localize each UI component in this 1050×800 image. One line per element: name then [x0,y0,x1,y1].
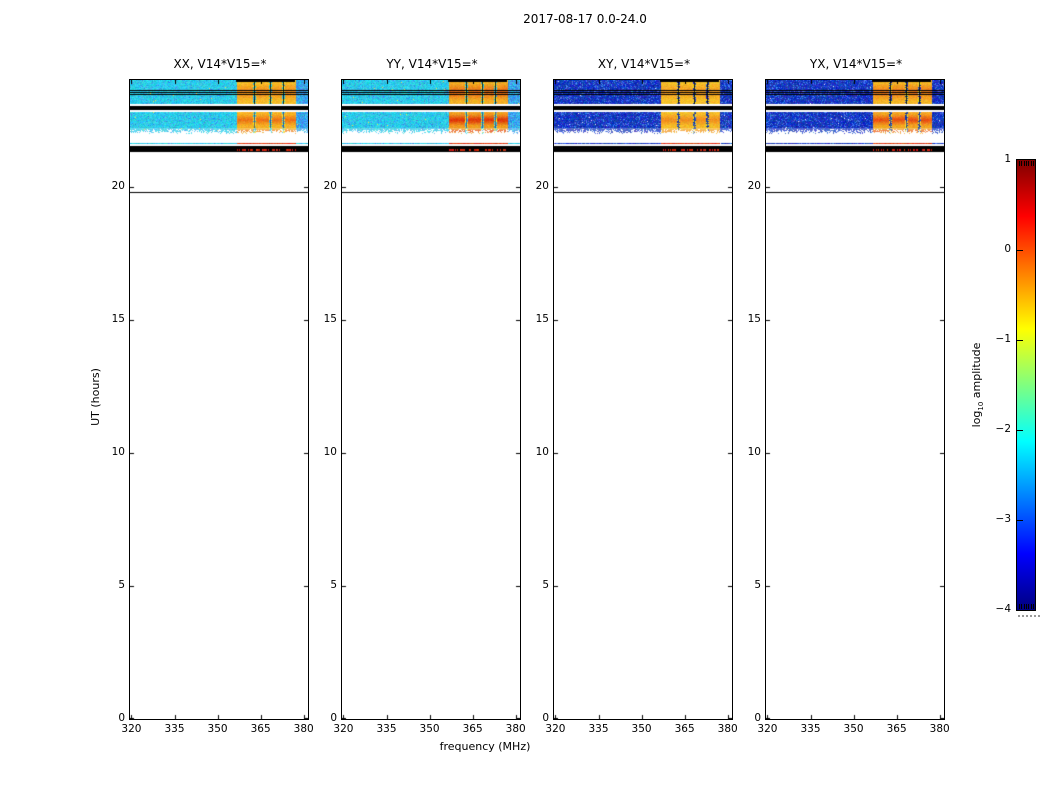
colorbar-tick-mark [1017,430,1023,431]
panel-title-yx: YX, V14*V15=* [766,57,946,71]
panel-title-yy: YY, V14*V15=* [342,57,522,71]
heatmap-canvas-xx [130,80,308,719]
y-tick-label: 10 [93,446,125,459]
plot-area-xy [553,79,733,720]
y-tick-label: 5 [305,579,337,592]
x-tick-label: 350 [837,723,871,736]
colorbar-hatch-mark [1033,604,1034,609]
plot-area-yy [341,79,521,720]
y-tick-label: 10 [305,446,337,459]
colorbar-hatch-mark [1033,161,1034,166]
colorbar [1016,159,1036,611]
colorbar-label-sub: 10 [977,402,985,411]
colorbar-label-suffix: amplitude [970,343,983,402]
x-axis-label: frequency (MHz) [130,740,840,753]
heatmap-canvas-yx [766,80,944,719]
x-tick-label: 335 [370,723,404,736]
colorbar-hatch-mark [1019,161,1020,166]
colorbar-hatch-mark [1031,604,1032,609]
colorbar-hatch-mark [1024,604,1025,609]
colorbar-gradient [1017,160,1035,610]
plot-area-xx [129,79,309,720]
y-tick-label: 20 [93,180,125,193]
x-tick-label: 335 [582,723,616,736]
x-tick-label: 350 [201,723,235,736]
colorbar-label: log10 amplitude [970,240,990,530]
x-tick-label: 380 [923,723,957,736]
y-tick-label: 0 [729,712,761,725]
colorbar-hatch-mark [1021,161,1022,166]
panel-title-xy: XY, V14*V15=* [554,57,734,71]
colorbar-bad-dots [1018,615,1040,617]
y-tick-label: 15 [93,313,125,326]
colorbar-hatch-mark [1026,604,1027,609]
colorbar-tick-label: 0 [975,243,1011,255]
x-tick-label: 335 [158,723,192,736]
colorbar-tick-mark [1017,520,1023,521]
colorbar-tick-label: −1 [975,333,1011,345]
colorbar-tick-label: −2 [975,423,1011,435]
colorbar-tick-label: −4 [975,603,1011,615]
y-tick-label: 0 [93,712,125,725]
colorbar-tick-mark [1017,250,1023,251]
y-tick-label: 20 [305,180,337,193]
y-tick-label: 5 [729,579,761,592]
y-axis-label: UT (hours) [89,347,105,447]
y-tick-label: 5 [93,579,125,592]
heatmap-canvas-yy [342,80,520,719]
y-tick-label: 15 [729,313,761,326]
colorbar-tick-mark [1017,340,1023,341]
colorbar-tick-label: −3 [975,513,1011,525]
x-tick-label: 365 [244,723,278,736]
colorbar-tick-label: 1 [975,153,1011,165]
y-tick-label: 10 [729,446,761,459]
y-tick-label: 0 [305,712,337,725]
y-tick-label: 0 [517,712,549,725]
y-tick-label: 15 [517,313,549,326]
x-tick-label: 365 [668,723,702,736]
colorbar-hatch-mark [1028,604,1029,609]
colorbar-hatch-mark [1021,604,1022,609]
figure: 2017-08-17 0.0-24.0 XX, V14*V15=* YY, V1… [0,0,1050,800]
x-tick-label: 365 [456,723,490,736]
colorbar-hatch-mark [1024,161,1025,166]
y-tick-label: 5 [517,579,549,592]
colorbar-hatch-mark [1028,161,1029,166]
y-tick-label: 10 [517,446,549,459]
colorbar-hatch-mark [1019,604,1020,609]
x-tick-label: 350 [413,723,447,736]
colorbar-hatch-mark [1031,161,1032,166]
figure-title: 2017-08-17 0.0-24.0 [120,12,1050,26]
y-tick-label: 15 [305,313,337,326]
panel-title-xx: XX, V14*V15=* [130,57,310,71]
heatmap-canvas-xy [554,80,732,719]
x-tick-label: 365 [880,723,914,736]
x-tick-label: 350 [625,723,659,736]
x-tick-label: 335 [794,723,828,736]
plot-area-yx [765,79,945,720]
colorbar-hatch-mark [1026,161,1027,166]
y-tick-label: 20 [517,180,549,193]
y-tick-label: 20 [729,180,761,193]
